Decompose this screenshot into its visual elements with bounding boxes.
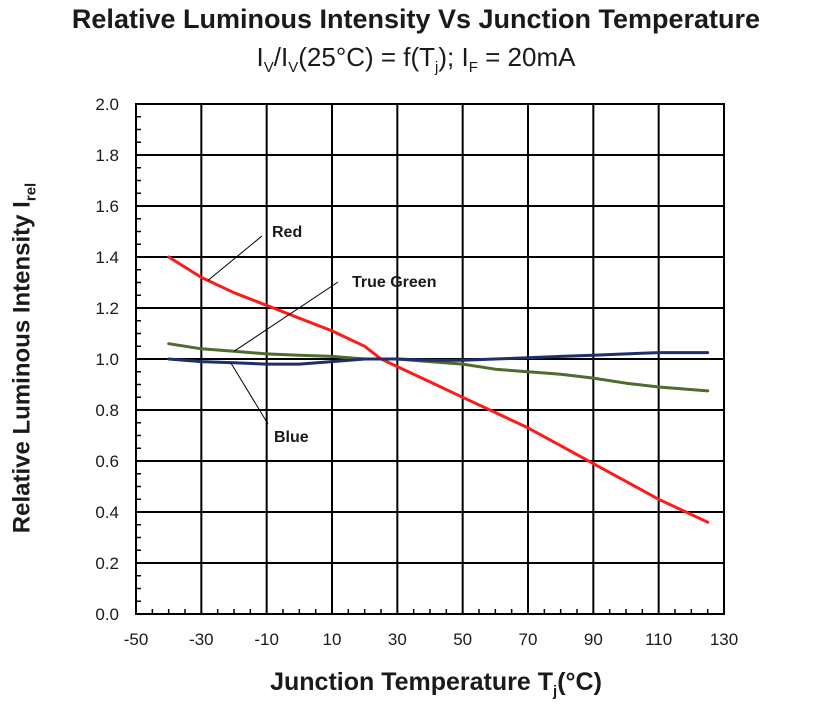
x-tick-label: -50: [124, 630, 149, 649]
chart-title: Relative Luminous Intensity Vs Junction …: [71, 4, 761, 34]
x-tick-label: 90: [584, 630, 603, 649]
series-line-red: [167, 255, 710, 524]
y-tick-label: 1.6: [95, 197, 119, 216]
subtitle-sub: j: [435, 59, 439, 77]
y-tick-label: 1.4: [95, 248, 119, 267]
x-tick-label: 70: [519, 630, 538, 649]
x-axis-label-sub: j: [553, 683, 558, 700]
series-label-true-green: True Green: [352, 274, 436, 291]
series-lines: [167, 255, 710, 524]
y-axis-label: Relative Luminous Intensity Irel: [9, 183, 40, 533]
x-tick-label: 50: [453, 630, 472, 649]
y-tick-label: 2.0: [95, 95, 119, 114]
subtitle-part: (25°C) = f(T: [298, 42, 436, 72]
x-tick-labels: -50 -30 -10 10 30 50 70 90 110 130: [124, 630, 738, 649]
subtitle-part: I: [256, 42, 264, 72]
y-tick-label: 0.8: [95, 401, 119, 420]
y-tick-label: 0.0: [95, 605, 119, 624]
x-tick-label: 130: [710, 630, 738, 649]
grid: [136, 104, 724, 614]
subtitle-sub: V: [288, 59, 299, 77]
plot-frame: [135, 103, 725, 615]
subtitle-sub: F: [468, 59, 478, 77]
series-label-red: Red: [272, 224, 302, 241]
leader-line: [233, 281, 339, 352]
y-tick-labels: 0.0 0.2 0.4 0.6 0.8 1.0 1.2 1.4 1.6 1.8 2.0: [95, 95, 119, 624]
y-tick-label: 0.2: [95, 554, 119, 573]
y-axis-label-sub: rel: [22, 182, 40, 202]
series-line-true-green: [167, 342, 710, 393]
y-tick-label: 0.6: [95, 452, 119, 471]
subtitle-part: ); I: [438, 42, 469, 72]
subtitle-part: = 20mA: [477, 42, 576, 72]
y-tick-label: 1.0: [95, 350, 119, 369]
y-tick-label: 1.2: [95, 299, 119, 318]
chart-subtitle: IV/IV(25°C) = f(Tj); IF = 20mA: [0, 42, 832, 76]
leader-line: [230, 362, 269, 425]
x-tick-label: 30: [388, 630, 407, 649]
x-tick-label: -10: [254, 630, 279, 649]
y-tick-label: 1.8: [95, 146, 119, 165]
subtitle-part: /I: [273, 42, 289, 72]
label-leaders: [207, 235, 339, 425]
x-axis-label-tail: (°C): [557, 668, 602, 696]
x-tick-label: -30: [189, 630, 214, 649]
leader-line: [207, 235, 263, 281]
series-labels: Red True Green Blue: [272, 224, 436, 446]
x-axis-label-main: Junction Temperature T: [270, 668, 554, 696]
x-tick-label: 10: [323, 630, 342, 649]
series-label-blue: Blue: [274, 429, 309, 446]
plot-border: [135, 103, 725, 615]
x-tick-label: 110: [645, 630, 672, 649]
x-axis-label: Junction Temperature Tj(°C): [0, 668, 832, 700]
series-line-blue: [167, 351, 710, 366]
y-axis-label-main: Relative Luminous Intensity I: [8, 201, 36, 534]
y-tick-label: 0.4: [95, 503, 119, 522]
subtitle-sub: V: [263, 59, 274, 77]
